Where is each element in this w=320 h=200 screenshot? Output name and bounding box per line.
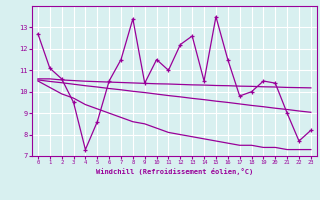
X-axis label: Windchill (Refroidissement éolien,°C): Windchill (Refroidissement éolien,°C) (96, 168, 253, 175)
